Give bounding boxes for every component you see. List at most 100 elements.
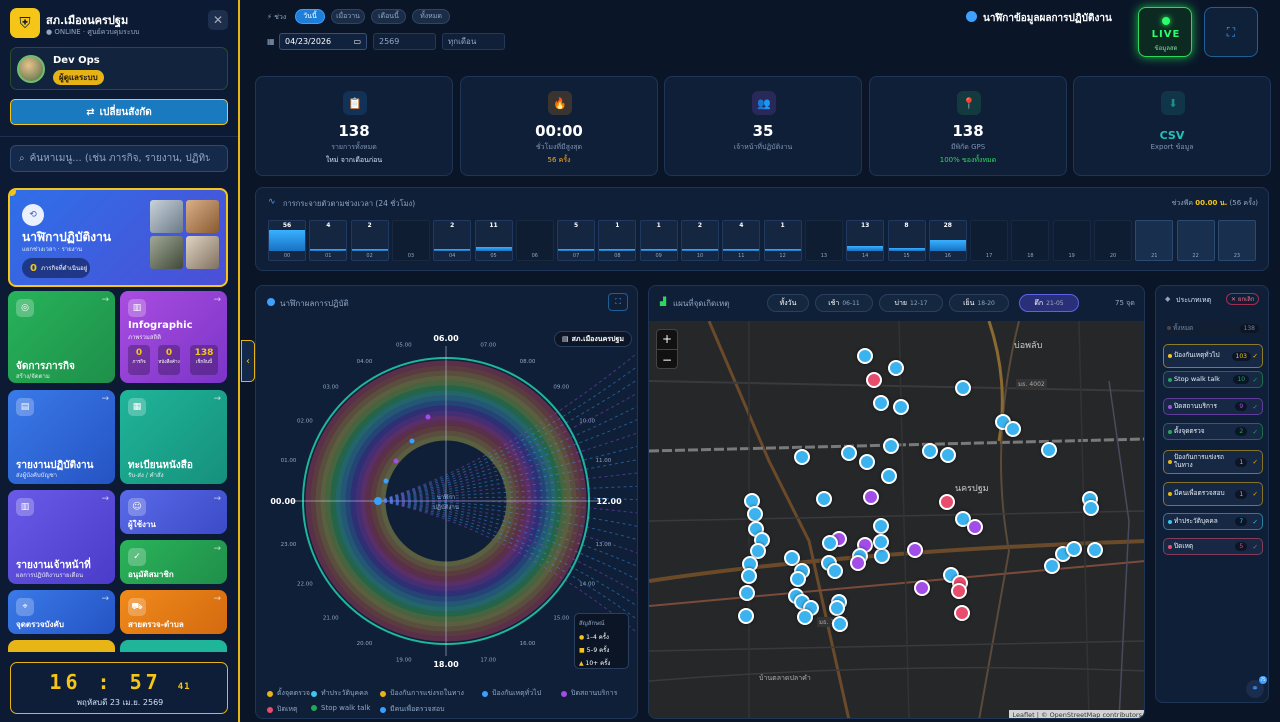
map-marker[interactable] (955, 380, 971, 396)
tile-manage-missions[interactable]: ◎ → จัดการภารกิจ สร้าง/จัดตาม (8, 291, 115, 383)
hour-bar[interactable]: 21 (1135, 220, 1174, 261)
legend-item[interactable]: มีคนเพื่อตรวจสอบ (380, 704, 445, 715)
hour-bar[interactable]: 5 07 (557, 220, 596, 261)
map-canvas[interactable]: บ่อพลับ นครปฐม บ้านตลาดปลาคำ มธ. 4002 มธ… (649, 321, 1144, 718)
hour-bar[interactable]: 13 (804, 220, 843, 261)
tile-patrol[interactable]: ⛟ → สายตรวจ-ตำบล (120, 590, 227, 634)
hour-bar[interactable]: 18 (1011, 220, 1050, 261)
chip-this-month[interactable]: เดือนนี้ (371, 9, 406, 24)
hour-bar[interactable]: 4 11 (722, 220, 761, 261)
hour-bar[interactable]: 11 05 (474, 220, 513, 261)
type-filter-item[interactable]: ปิดสถานบริการ 9 ✓ (1163, 398, 1263, 415)
map-marker[interactable] (859, 454, 875, 470)
map-marker[interactable] (881, 468, 897, 484)
type-filter-item[interactable]: ปิดเหตุ 5 ✓ (1163, 538, 1263, 555)
map-marker[interactable] (907, 542, 923, 558)
hour-bar[interactable]: 2 04 (433, 220, 472, 261)
hour-bar[interactable]: 2 02 (350, 220, 389, 261)
map-marker[interactable] (967, 519, 983, 535)
hour-bar[interactable]: 20 (1094, 220, 1132, 261)
map-marker[interactable] (841, 445, 857, 461)
map-marker[interactable] (1087, 542, 1103, 558)
expand-clock-button[interactable]: ⛶ (608, 293, 628, 311)
hour-bar[interactable]: 19 (1052, 220, 1091, 261)
map-marker[interactable] (822, 535, 838, 551)
user-card[interactable]: Dev Ops ผู้ดูแลระบบ (10, 47, 228, 90)
map-marker[interactable] (873, 518, 889, 534)
date-picker[interactable]: 04/23/2026 ▭ (279, 33, 367, 50)
map-marker[interactable] (922, 443, 938, 459)
map-marker[interactable] (1066, 541, 1082, 557)
tile-approve-members[interactable]: ✓ → อนุมัติสมาชิก (120, 540, 227, 584)
map-marker[interactable] (954, 605, 970, 621)
map-marker[interactable] (832, 616, 848, 632)
chip-all[interactable]: ทั้งหมด (412, 9, 450, 24)
hour-bar[interactable]: 8 15 (887, 220, 926, 261)
chip-today[interactable]: วันนี้ (295, 9, 325, 24)
legend-item[interactable]: ป้องกันเหตุทั่วไป (482, 688, 541, 699)
filter-afternoon[interactable]: บ่าย 12-17 (879, 294, 943, 312)
map-marker[interactable] (829, 600, 845, 616)
filter-morning[interactable]: เช้า 06-11 (815, 294, 873, 312)
tile-checkpoints[interactable]: ⌖ → จุดตรวจบังคับ (8, 590, 115, 634)
map-marker[interactable] (914, 580, 930, 596)
hour-bar[interactable]: 06 (515, 220, 554, 261)
year-select[interactable]: 2569 (373, 33, 436, 50)
map-marker[interactable] (863, 489, 879, 505)
chip-yesterday[interactable]: เมื่อวาน (331, 9, 365, 24)
map-marker[interactable] (794, 449, 810, 465)
switch-unit-button[interactable]: ⇄ เปลี่ยนสังกัด (10, 99, 228, 125)
type-filter-item[interactable]: Stop walk talk 10 ✓ (1163, 371, 1263, 388)
hour-bar[interactable]: 28 16 (928, 220, 967, 261)
hour-bar[interactable]: 4 01 (309, 220, 348, 261)
type-filter-item[interactable]: ป้องกันการแข่งรถในทาง 1 ✓ (1163, 450, 1263, 474)
fullscreen-button[interactable]: ⛶ (1204, 7, 1258, 57)
hour-bar[interactable]: 1 08 (598, 220, 637, 261)
map-marker[interactable] (1083, 500, 1099, 516)
legend-item[interactable]: Stop walk talk (311, 704, 370, 712)
map-marker[interactable] (866, 372, 882, 388)
map-marker[interactable] (750, 543, 766, 559)
hero-tile-work-clock[interactable]: ⟲ นาฬิกาปฏิบัติงาน แยกช่วงเวลา · รายงาน … (8, 188, 228, 287)
map-marker[interactable] (1044, 558, 1060, 574)
zoom-out-button[interactable]: − (656, 349, 678, 369)
collapse-sidebar-button[interactable]: ‹ (241, 340, 255, 382)
legend-item[interactable]: ตั้งจุดตรวจ (267, 688, 310, 699)
filter-allday[interactable]: ทั้งวัน (767, 294, 809, 312)
hour-bar[interactable]: 23 (1217, 220, 1256, 261)
type-filter-item[interactable]: มีคนเพื่อตรวจสอบ 1 ✓ (1163, 482, 1263, 506)
clear-filter-button[interactable]: ✕ ยกเลิก (1226, 293, 1260, 305)
hour-bar[interactable]: 22 (1176, 220, 1215, 261)
legend-item[interactable]: ปิดเหตุ (267, 704, 298, 715)
map-marker[interactable] (939, 494, 955, 510)
map-marker[interactable] (951, 583, 967, 599)
hour-bar[interactable]: 03 (391, 220, 430, 261)
tile-work-report[interactable]: ▤ → รายงานปฏิบัติงาน ส่งผู้บังคับบัญชา (8, 390, 115, 484)
hour-bar[interactable]: 13 14 (846, 220, 885, 261)
map-marker[interactable] (1041, 442, 1057, 458)
hour-bar[interactable]: 17 (970, 220, 1009, 261)
type-filter-item[interactable]: ป้องกันเหตุทั่วไป 103 ✓ (1163, 344, 1263, 368)
tile-users[interactable]: ☺ → ผู้ใช้งาน (120, 490, 227, 534)
map-marker[interactable] (1005, 421, 1021, 437)
map-marker[interactable] (883, 438, 899, 454)
type-filter-all[interactable]: ทั้งหมด 138 (1163, 321, 1263, 335)
stat-card[interactable]: ⬇ CSV Export ข้อมูล (1073, 76, 1271, 176)
map-marker[interactable] (797, 609, 813, 625)
legend-item[interactable]: ทำประวัติบุคคล (311, 688, 368, 699)
zoom-in-button[interactable]: + (661, 332, 673, 346)
hour-bar[interactable]: 1 12 (763, 220, 802, 261)
legend-item[interactable]: ป้องกันการแข่งรถในทาง (380, 688, 464, 699)
map-marker[interactable] (873, 395, 889, 411)
map-marker[interactable] (741, 568, 757, 584)
hour-bar[interactable]: 1 09 (639, 220, 678, 261)
map-marker[interactable] (940, 447, 956, 463)
map-marker[interactable] (739, 585, 755, 601)
map-marker[interactable] (874, 548, 890, 564)
live-button[interactable]: LIVE ข้อมูลสด (1138, 7, 1192, 57)
tile-officer-report[interactable]: ▥ → รายงานเจ้าหน้าที่ ผลการปฏิบัติงานรายเ… (8, 490, 115, 584)
menu-search-input[interactable] (29, 153, 210, 164)
map-marker[interactable] (888, 360, 904, 376)
type-filter-item[interactable]: ตั้งจุดตรวจ 2 ✓ (1163, 423, 1263, 440)
map-marker[interactable] (738, 608, 754, 624)
